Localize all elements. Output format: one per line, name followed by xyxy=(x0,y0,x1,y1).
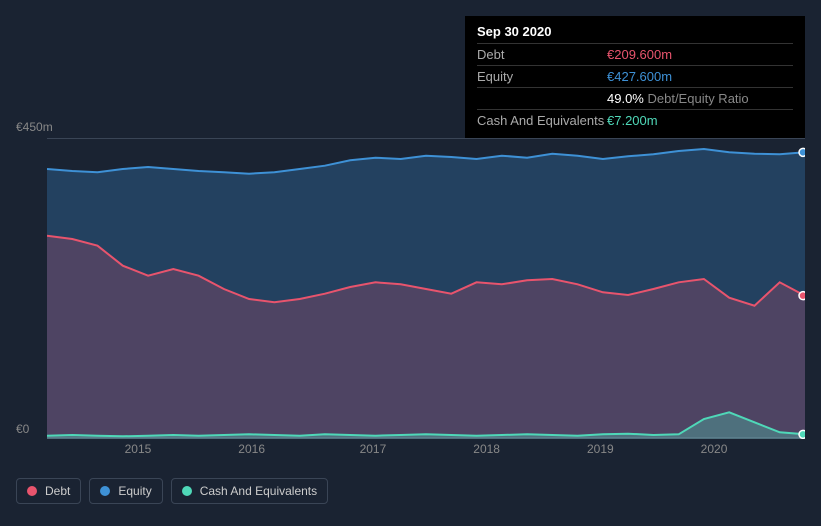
tooltip-row-label: Equity xyxy=(477,69,607,84)
tooltip-date: Sep 30 2020 xyxy=(477,24,793,43)
y-axis-max-label: €450m xyxy=(16,120,53,134)
legend-item[interactable]: Equity xyxy=(89,478,162,504)
legend-swatch xyxy=(27,486,37,496)
series-end-marker xyxy=(799,430,805,438)
legend: Debt Equity Cash And Equivalents xyxy=(16,478,328,504)
legend-swatch xyxy=(182,486,192,496)
x-tick-label: 2018 xyxy=(473,442,500,456)
y-axis-min-label: €0 xyxy=(16,422,29,436)
chart-svg xyxy=(47,139,805,439)
tooltip-row-value: €209.600m xyxy=(607,47,672,62)
tooltip-row: 49.0% Debt/Equity Ratio xyxy=(477,87,793,109)
tooltip-row-label xyxy=(477,91,607,106)
legend-swatch xyxy=(100,486,110,496)
chart-area: €450m €0 2015 2016 2017 2018 2019 2020 xyxy=(16,120,805,470)
x-axis-ticks: 2015 2016 2017 2018 2019 2020 xyxy=(47,442,805,462)
tooltip-row-label: Debt xyxy=(477,47,607,62)
tooltip-row-value: €427.600m xyxy=(607,69,672,84)
legend-item[interactable]: Debt xyxy=(16,478,81,504)
tooltip-rows: Debt€209.600mEquity€427.600m49.0% Debt/E… xyxy=(477,43,793,131)
tooltip-row-sub: Debt/Equity Ratio xyxy=(644,91,749,106)
x-tick-label: 2019 xyxy=(587,442,614,456)
x-tick-label: 2016 xyxy=(238,442,265,456)
x-tick-label: 2015 xyxy=(125,442,152,456)
x-tick-label: 2020 xyxy=(701,442,728,456)
series-end-marker xyxy=(799,148,805,156)
tooltip-row-value: 49.0% Debt/Equity Ratio xyxy=(607,91,749,106)
tooltip-row: Debt€209.600m xyxy=(477,43,793,65)
legend-item[interactable]: Cash And Equivalents xyxy=(171,478,328,504)
tooltip-row: Equity€427.600m xyxy=(477,65,793,87)
chart-plot[interactable] xyxy=(47,138,805,438)
legend-label: Debt xyxy=(45,484,70,498)
legend-label: Equity xyxy=(118,484,151,498)
legend-label: Cash And Equivalents xyxy=(200,484,317,498)
series-end-marker xyxy=(799,292,805,300)
x-tick-label: 2017 xyxy=(360,442,387,456)
